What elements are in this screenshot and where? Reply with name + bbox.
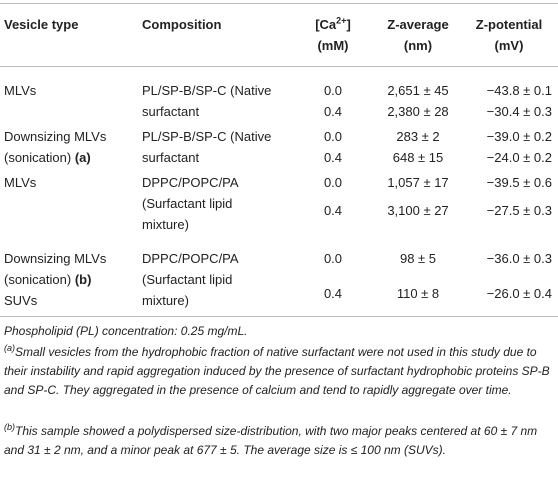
row3-composition-line2: (Surfactant lipid	[142, 196, 233, 211]
row4-zpot-0: −36.0 ± 0.3	[486, 251, 552, 266]
row3-composition-line3: mixture)	[142, 217, 189, 232]
footnote-a: (a)Small vesicles from the hydrophobic f…	[4, 343, 554, 400]
footnote-b-mark: (b)	[4, 422, 15, 432]
row2-composition-line2: surfactant	[142, 150, 200, 165]
row1-zpot-1: −30.4 ± 0.3	[486, 104, 552, 119]
row1-ca-0: 0.0	[323, 83, 343, 98]
header-calcium: [Ca2+]	[315, 15, 351, 32]
row3-zavg-0: 1,057 ± 17	[387, 175, 449, 190]
row1-composition-line1: PL/SP-B/SP-C (Native	[142, 83, 272, 98]
row2-vesicle-line1: Downsizing MLVs	[4, 129, 107, 144]
row4-vesicle-line2: (sonication) (b)	[4, 272, 92, 287]
header-z-potential: Z-potential	[475, 17, 543, 32]
footnote-b: (b)This sample showed a polydispersed si…	[4, 422, 554, 460]
row1-zpot-0: −43.8 ± 0.1	[486, 83, 552, 98]
footnote-a-text: Small vesicles from the hydrophobic frac…	[4, 345, 550, 397]
row3-ca-1: 0.4	[323, 203, 343, 218]
row4-composition-line1: DPPC/POPC/PA	[142, 251, 239, 266]
row2-composition-line1: PL/SP-B/SP-C (Native	[142, 129, 272, 144]
row4-composition-line3: mixture)	[142, 293, 189, 308]
row4-zavg-1: 110 ± 8	[396, 286, 440, 301]
row4-zpot-1: −26.0 ± 0.4	[486, 286, 552, 301]
table-bottom-rule	[0, 316, 558, 317]
row4-composition-line2: (Surfactant lipid	[142, 272, 233, 287]
row2-zpot-1: −24.0 ± 0.2	[486, 150, 552, 165]
row3-ca-0: 0.0	[323, 175, 343, 190]
row4-vesicle-line3: SUVs	[4, 293, 38, 308]
header-calcium-unit: (mM)	[317, 38, 349, 53]
row1-composition-line2: surfactant	[142, 104, 200, 119]
row4-vesicle-line1: Downsizing MLVs	[4, 251, 107, 266]
row2-vesicle-line2: (sonication) (a)	[4, 150, 91, 165]
footnote-a-mark: (a)	[4, 343, 15, 353]
header-vesicle-type: Vesicle type	[4, 17, 79, 32]
row2-ca-0: 0.0	[323, 129, 343, 144]
row1-vesicle: MLVs	[4, 83, 37, 98]
row2-zavg-0: 283 ± 2	[396, 129, 440, 144]
row2-zavg-1: 648 ± 15	[392, 150, 444, 165]
row3-vesicle: MLVs	[4, 175, 37, 190]
table-top-rule	[0, 3, 558, 4]
row2-zpot-0: −39.0 ± 0.2	[486, 129, 552, 144]
row4-zavg-0: 98 ± 5	[399, 251, 437, 266]
row1-zavg-0: 2,651 ± 45	[387, 83, 449, 98]
footnote-pl-concentration: Phospholipid (PL) concentration: 0.25 mg…	[4, 324, 248, 338]
row4-ca-0: 0.0	[323, 251, 343, 266]
row3-composition-line1: DPPC/POPC/PA	[142, 175, 239, 190]
row4-ca-1: 0.4	[323, 286, 343, 301]
row1-zavg-1: 2,380 ± 28	[387, 104, 449, 119]
header-z-potential-unit: (mV)	[494, 38, 524, 53]
footnote-b-text: This sample showed a polydispersed size-…	[4, 424, 538, 457]
header-composition: Composition	[142, 17, 222, 32]
row3-zpot-1: −27.5 ± 0.3	[486, 203, 552, 218]
row3-zavg-1: 3,100 ± 27	[387, 203, 449, 218]
header-rule	[0, 66, 558, 67]
header-z-average: Z-average	[387, 17, 449, 32]
row2-ca-1: 0.4	[323, 150, 343, 165]
row1-ca-1: 0.4	[323, 104, 343, 119]
row3-zpot-0: −39.5 ± 0.6	[486, 175, 552, 190]
header-z-average-unit: (nm)	[403, 38, 433, 53]
